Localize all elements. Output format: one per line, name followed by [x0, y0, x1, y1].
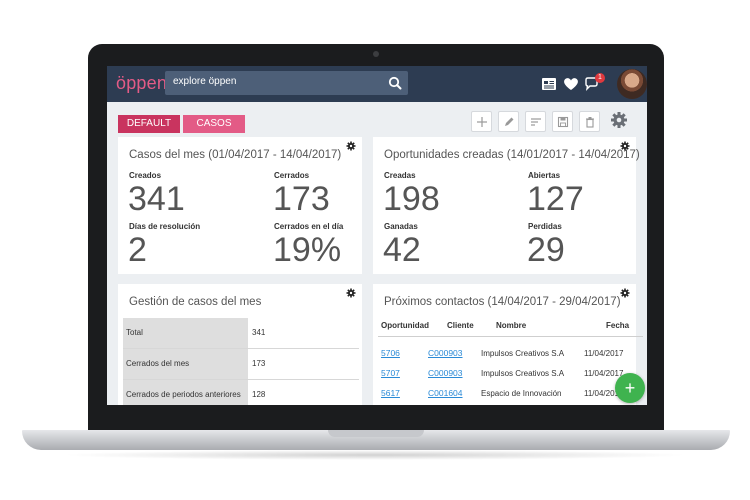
- column-header-name[interactable]: Nombre: [496, 321, 527, 330]
- contact-date: 11/04/2017: [584, 349, 624, 358]
- card-title: Oportunidades creadas (14/01/2017 - 14/0…: [384, 149, 640, 161]
- contact-name: Impulsos Creativos S.A: [481, 349, 565, 358]
- laptop-base: [22, 430, 730, 450]
- user-avatar[interactable]: [617, 69, 647, 99]
- save-button[interactable]: [552, 111, 573, 132]
- case-management-card: Gestión de casos del mes Total 341 Cerra…: [118, 284, 362, 405]
- opportunities-card: Oportunidades creadas (14/01/2017 - 14/0…: [373, 137, 640, 274]
- stat-value: 42: [383, 231, 421, 269]
- stat-value: 198: [383, 180, 440, 218]
- stat-label: Creadas: [384, 171, 416, 180]
- row-label: Total: [123, 318, 248, 348]
- card-settings-icon[interactable]: [620, 288, 630, 298]
- stat-label: Ganadas: [384, 222, 418, 231]
- settings-gear-icon[interactable]: [609, 110, 629, 130]
- add-button[interactable]: [471, 111, 492, 132]
- app-screen: öppen explore öppen 1 DEFAULT CASOS: [107, 66, 647, 405]
- column-header-client[interactable]: Cliente: [447, 321, 474, 330]
- stat-label: Perdidas: [528, 222, 562, 231]
- plus-icon: [477, 117, 487, 127]
- sort-icon: [531, 118, 541, 126]
- opportunity-link[interactable]: 5707: [381, 368, 400, 378]
- client-link[interactable]: C001604: [428, 388, 463, 398]
- contact-name: Impulsos Creativos S.A: [481, 369, 565, 378]
- stat-label: Cerrados en el día: [274, 222, 344, 231]
- stat-label: Cerrados: [274, 171, 310, 180]
- search-input[interactable]: explore öppen: [173, 76, 237, 87]
- table-row: Cerrados del mes 173: [123, 349, 359, 380]
- stat-value: 19%: [273, 231, 342, 269]
- tab-casos[interactable]: CASOS: [183, 115, 245, 133]
- save-icon: [557, 116, 569, 128]
- card-title: Casos del mes (01/04/2017 - 14/04/2017): [129, 149, 342, 161]
- stat-label: Días de resolución: [129, 222, 201, 231]
- table-row: Cerrados de periodos anteriores 128: [123, 380, 359, 405]
- row-label: Cerrados de periodos anteriores: [123, 380, 248, 405]
- cases-month-card: Casos del mes (01/04/2017 - 14/04/2017) …: [118, 137, 362, 274]
- contacts-card: Próximos contactos (14/04/2017 - 29/04/2…: [373, 284, 643, 405]
- column-header-opportunity[interactable]: Oportunidad: [381, 321, 429, 330]
- row-value: 173: [252, 359, 266, 368]
- stat-label: Abiertas: [528, 171, 561, 180]
- table-row: Total 341: [123, 318, 359, 349]
- sort-button[interactable]: [525, 111, 546, 132]
- contact-date: 11/04/2017: [584, 369, 624, 378]
- card-settings-icon[interactable]: [346, 141, 356, 151]
- laptop-shadow: [60, 450, 690, 460]
- search-icon[interactable]: [388, 76, 402, 90]
- stat-value: 29: [527, 231, 565, 269]
- column-header-date[interactable]: Fecha: [606, 321, 630, 330]
- row-label: Cerrados del mes: [123, 349, 248, 379]
- stat-value: 127: [527, 180, 584, 218]
- client-link[interactable]: C000903: [428, 368, 463, 378]
- search-bar[interactable]: explore öppen: [165, 71, 408, 95]
- trash-icon: [586, 117, 594, 128]
- tab-default[interactable]: DEFAULT: [118, 115, 180, 133]
- contact-date: 11/04/2017: [584, 389, 624, 398]
- card-title: Próximos contactos (14/04/2017 - 29/04/2…: [384, 296, 621, 308]
- top-navbar: öppen explore öppen 1: [107, 66, 647, 102]
- laptop-notch: [328, 430, 424, 437]
- notification-badge: 1: [595, 73, 605, 83]
- app-logo[interactable]: öppen: [116, 73, 168, 93]
- camera-dot: [373, 51, 379, 57]
- card-settings-icon[interactable]: [346, 288, 356, 298]
- client-link[interactable]: C000903: [428, 348, 463, 358]
- row-value: 341: [252, 328, 266, 337]
- opportunity-link[interactable]: 5617: [381, 388, 400, 398]
- news-icon[interactable]: [540, 75, 558, 93]
- stat-label: Creados: [129, 171, 162, 180]
- stat-value: 173: [273, 180, 330, 218]
- chat-icon[interactable]: [584, 75, 602, 93]
- row-value: 128: [252, 390, 266, 399]
- delete-button[interactable]: [579, 111, 600, 132]
- header-divider: [378, 336, 643, 337]
- edit-button[interactable]: [498, 111, 519, 132]
- add-fab-button[interactable]: +: [615, 373, 645, 403]
- case-management-table: Total 341 Cerrados del mes 173 Cerrados …: [123, 318, 359, 405]
- card-settings-icon[interactable]: [620, 141, 630, 151]
- stat-value: 2: [128, 231, 147, 269]
- contact-name: Espacio de Innovación: [481, 389, 562, 398]
- card-title: Gestión de casos del mes: [129, 296, 262, 308]
- heart-icon[interactable]: [562, 75, 580, 93]
- opportunity-link[interactable]: 5706: [381, 348, 400, 358]
- stat-value: 341: [128, 180, 185, 218]
- pencil-icon: [505, 117, 514, 126]
